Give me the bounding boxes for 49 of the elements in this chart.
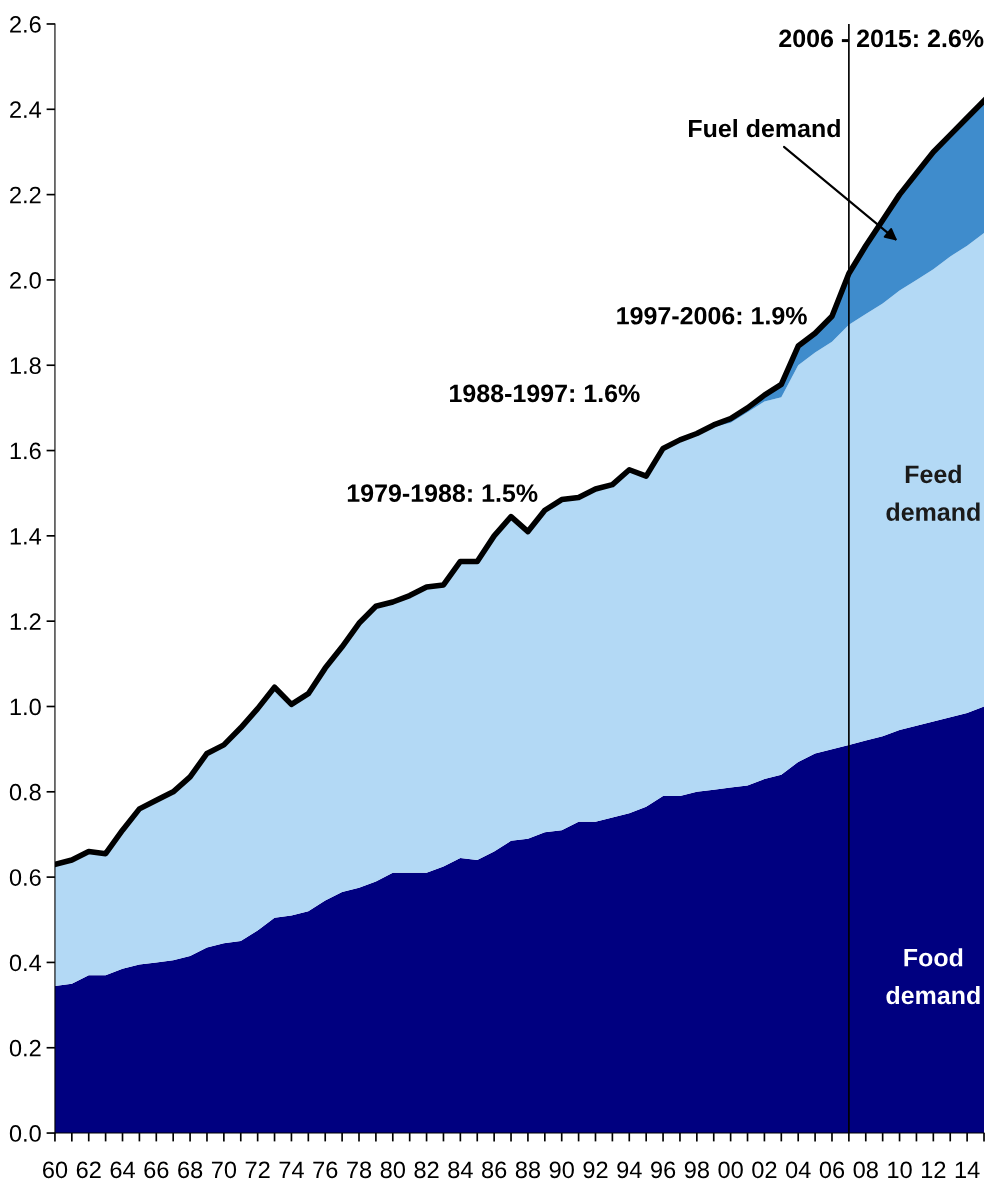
x-tick-label: 96 [651,1161,676,1179]
y-tick-label: 1.0 [10,698,41,716]
y-tick-label: 2.0 [10,271,41,289]
x-tick-label: 70 [211,1161,237,1179]
y-tick-label: 1.8 [10,357,41,375]
text: Fuel demand [689,118,840,138]
x-tick-label: 08 [853,1161,878,1179]
y-tick-label: 1.2 [10,613,41,630]
x-tick-label: 64 [110,1161,135,1179]
y-tick-label: 0.0 [9,1125,41,1142]
y-tick-label: 1.4 [10,528,42,545]
y-tick-label: 2.2 [10,186,41,204]
x-tick-label: 76 [313,1161,338,1179]
x-tick-label: 62 [76,1161,101,1179]
x-tick-label: 90 [549,1161,574,1179]
x-tick-label: 88 [515,1161,541,1179]
annotation: 2006 - 2015: 2.6% [779,29,984,48]
x-tick-label: 94 [617,1161,642,1179]
x-tick-label: 84 [448,1161,473,1179]
y-tick-label: 2.6 [10,16,41,33]
x-tick-label: 04 [785,1161,811,1179]
x-tick-label: 14 [955,1161,980,1178]
x-tick-label: 80 [380,1161,405,1179]
y-tick-label: 2.4 [10,101,42,118]
x-tick-label: 60 [43,1161,68,1179]
x-tick-label: 82 [414,1161,439,1179]
annotation: 1988-1997: 1.6% [450,384,640,403]
x-tick-label: 02 [752,1161,777,1179]
x-tick-label: 74 [279,1161,304,1178]
x-tick-label: 72 [245,1161,270,1178]
series-label: Food demand [886,948,980,1005]
x-tick-label: 68 [178,1161,203,1179]
x-tick-label: 98 [684,1161,709,1179]
annotation: 1979-1988: 1.5% [347,484,538,503]
x-tick-label: 06 [819,1161,845,1179]
y-tick-label: 0.6 [9,869,41,886]
y-tick-label: 1.6 [10,442,41,460]
x-tick-label: 86 [482,1161,507,1179]
x-tick-label: 92 [583,1161,608,1179]
x-tick-label: 66 [144,1161,169,1179]
x-tick-label: 00 [718,1161,743,1179]
y-tick-label: 0.2 [9,1039,41,1057]
x-tick-label: 12 [922,1161,946,1178]
x-tick-label: 10 [888,1161,912,1179]
y-tick-label: 0.4 [9,954,42,972]
series-label: Feed demand [886,464,980,521]
x-tick-label: 78 [347,1161,372,1179]
y-tick-label: 0.8 [9,783,41,801]
annotation: 1997-2006: 1.9% [617,306,807,325]
